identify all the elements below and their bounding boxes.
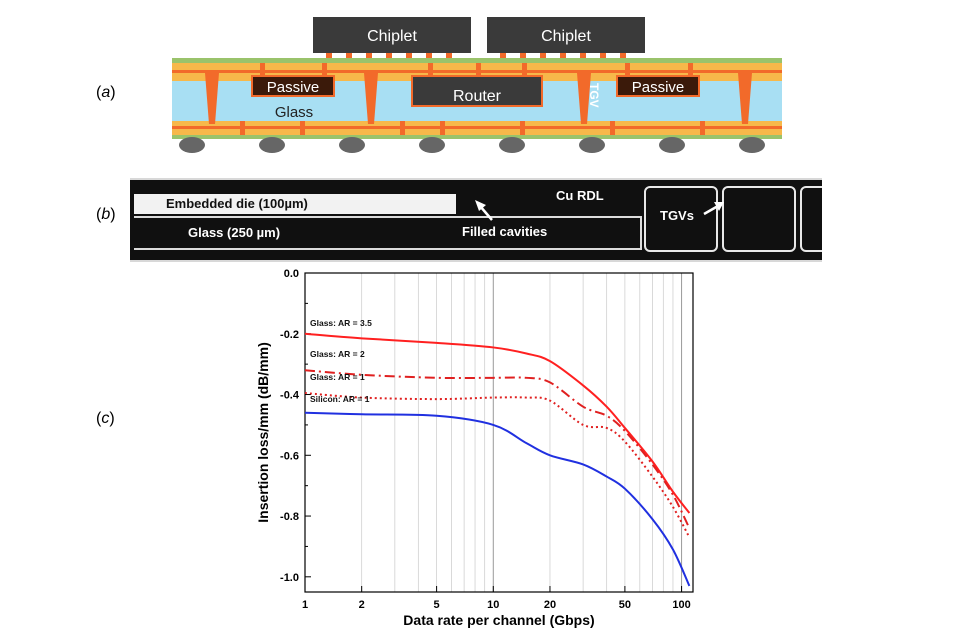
cross-section-micrograph: Embedded die (100µm) Glass (250 µm) Fill… [130,178,822,262]
tgv-cell-3 [800,186,822,252]
x-tick-label: 20 [544,599,556,611]
plot-frame [304,272,694,593]
passive-left [251,75,335,97]
tgv-cell-2 [722,186,796,252]
tgv-vias [205,73,752,124]
passive-right-label: Passive [632,79,685,96]
series-label-4: Silicon: AR = 1 [310,394,370,404]
tgvs-label: TGVs [660,208,694,223]
x-tick-label: 2 [359,599,365,611]
axis-ticks: 1 2 5 10 20 50 100 0.0 -0.2 -0.4 -0.6 -0.8 -1.0 [280,268,691,611]
x-tick-label: 10 [487,599,499,611]
series-line-1 [304,332,691,514]
series-line-3 [304,392,691,538]
x-tick-label: 1 [302,599,308,611]
router-label: Router [453,88,502,105]
series-line-2 [304,369,691,529]
passive-right [616,75,700,97]
y-axis-label: Insertion loss/mm (dB/mm) [255,342,271,522]
chiplet-right-label: Chiplet [541,28,591,45]
embedded-die-region [134,194,456,214]
chiplet-left-die [313,17,471,53]
series-lines [304,332,691,587]
tgv-label: TGV [587,83,601,108]
glass-thickness-label: Glass (250 µm) [188,225,281,240]
y-tick-label: -0.2 [280,329,299,341]
y-tick-label: -0.8 [280,511,299,523]
series-line-4 [304,411,691,587]
passive-left-label: Passive [267,79,320,96]
tgvs-arrow-icon [703,204,719,216]
series-labels: Glass: AR = 3.5 Glass: AR = 2 Glass: AR = … [310,318,372,404]
chiplet-right-die [487,17,645,53]
panel-b-label: (b) [96,206,116,223]
y-tick-label: 0.0 [284,268,299,280]
x-tick-label: 5 [434,599,440,611]
x-axis-label: Data rate per channel (Gbps) [403,612,594,628]
series-label-1: Glass: AR = 3.5 [310,318,372,328]
solder-balls [179,137,765,153]
annotation-arrows [475,200,724,221]
glass-label: Glass [275,104,313,121]
glass-region [134,216,642,250]
x-tick-label: 100 [672,599,690,611]
chiplet-bumps [326,53,626,61]
router-die [411,75,543,107]
tgv-cell-1 [644,186,718,252]
package-schematic: Chiplet Chiplet Passive Router Passive G… [172,17,782,153]
filled-cavities-label: Filled cavities [462,224,548,239]
panel-a-label: (a) [96,84,116,101]
chart-grid [361,273,683,592]
y-tick-label: -1.0 [280,572,299,584]
cu-rdl-label: Cu RDL [556,188,604,203]
embedded-die-label: Embedded die (100µm) [166,196,308,211]
series-label-2: Glass: AR = 2 [310,349,365,359]
chiplet-left-label: Chiplet [367,28,417,45]
y-tick-label: -0.4 [280,390,300,402]
y-tick-label: -0.6 [280,450,299,462]
x-tick-label: 50 [619,599,631,611]
panel-c-label: (c) [96,410,115,427]
series-label-3: Glass: AR = 1 [310,372,365,382]
